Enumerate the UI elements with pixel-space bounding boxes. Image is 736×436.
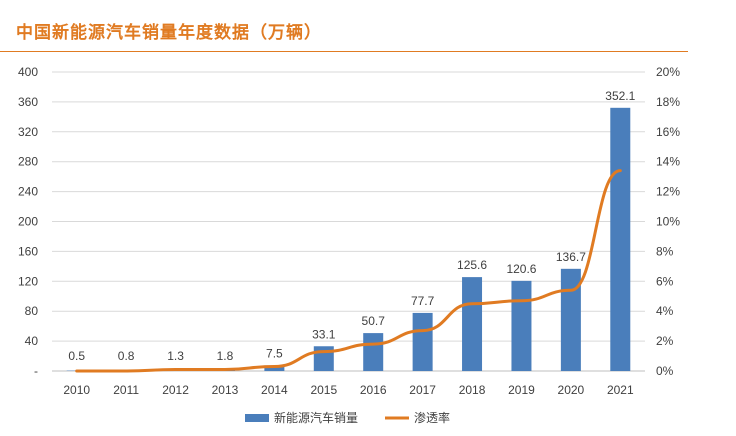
data-label: 0.5	[68, 349, 85, 363]
left-axis-tick-label: 360	[18, 95, 38, 109]
right-axis-ticks: 0% 2% 4% 6% 8% 10% 12% 14% 16% 18% 20%	[656, 65, 680, 378]
x-axis-tick-label: 2014	[261, 383, 288, 397]
left-axis-tick-label: 120	[18, 274, 38, 288]
data-labels: 0.5 0.8 1.3 1.8 7.5 33.1 50.7 77.7 125.6 120.6 136…	[68, 89, 635, 363]
x-axis-tick-label: 2020	[558, 383, 585, 397]
chart-title: 中国新能源汽车销量年度数据（万辆）	[16, 23, 322, 43]
data-label: 33.1	[312, 327, 336, 341]
x-axis-tick-label: 2016	[360, 383, 387, 397]
x-axis-tick-label: 2015	[310, 383, 337, 397]
left-axis-tick-label: 200	[18, 215, 38, 229]
penetration-line	[75, 169, 622, 373]
data-label: 352.1	[605, 89, 635, 103]
right-axis-tick-label: 4%	[656, 304, 674, 318]
data-label: 1.8	[217, 349, 234, 363]
left-axis-tick-label: 240	[18, 185, 38, 199]
bar	[264, 365, 285, 371]
bar	[363, 333, 384, 371]
left-axis-tick-label: 80	[25, 304, 39, 318]
title-divider	[0, 51, 688, 52]
left-axis-tick-label: 160	[18, 244, 38, 258]
bar-series	[66, 107, 631, 372]
bar	[610, 107, 631, 372]
legend-label-penetration: 渗透率	[414, 410, 450, 425]
x-axis-tick-label: 2017	[409, 383, 436, 397]
left-axis-tick-label: 280	[18, 155, 38, 169]
data-label: 50.7	[362, 314, 386, 328]
right-axis-tick-label: 10%	[656, 215, 680, 229]
data-label: 136.7	[556, 250, 586, 264]
x-axis-tick-label: 2010	[63, 383, 90, 397]
right-axis-tick-label: 2%	[656, 334, 674, 348]
left-axis-ticks: - 40 80 120 160 200 240 280 320 360 400	[18, 65, 38, 378]
left-axis-tick-label: -	[34, 364, 38, 378]
bar	[412, 312, 433, 371]
legend-swatch-bar	[245, 414, 269, 422]
bar	[462, 277, 483, 371]
x-axis-ticks: 2010 2011 2012 2013 2014 2015 2016 2017 2018 2019…	[63, 383, 634, 397]
data-label: 7.5	[266, 346, 283, 360]
x-axis-tick-label: 2021	[607, 383, 634, 397]
right-axis-tick-label: 16%	[656, 125, 680, 139]
left-axis-tick-label: 40	[25, 334, 39, 348]
right-axis-tick-label: 8%	[656, 244, 674, 258]
left-axis-tick-label: 400	[18, 65, 38, 79]
legend-label-sales: 新能源汽车销量	[274, 410, 358, 425]
left-axis-tick-label: 320	[18, 125, 38, 139]
x-axis-tick-label: 2011	[113, 383, 139, 397]
x-axis-tick-label: 2019	[508, 383, 535, 397]
data-label: 1.3	[167, 349, 184, 363]
gridlines	[52, 71, 645, 372]
x-axis-tick-label: 2013	[212, 383, 239, 397]
data-label: 120.6	[506, 262, 536, 276]
x-axis-tick-label: 2012	[162, 383, 189, 397]
right-axis-tick-label: 18%	[656, 95, 680, 109]
data-label: 125.6	[457, 258, 487, 272]
legend: 新能源汽车销量 渗透率	[245, 410, 450, 425]
x-axis-tick-label: 2018	[459, 383, 486, 397]
data-label: 77.7	[411, 294, 435, 308]
bar	[511, 280, 532, 371]
bar	[560, 268, 581, 371]
right-axis-tick-label: 12%	[656, 185, 680, 199]
right-axis-tick-label: 6%	[656, 274, 674, 288]
data-label: 0.8	[118, 349, 135, 363]
right-axis-tick-label: 0%	[656, 364, 674, 378]
right-axis-tick-label: 20%	[656, 65, 680, 79]
right-axis-tick-label: 14%	[656, 155, 680, 169]
